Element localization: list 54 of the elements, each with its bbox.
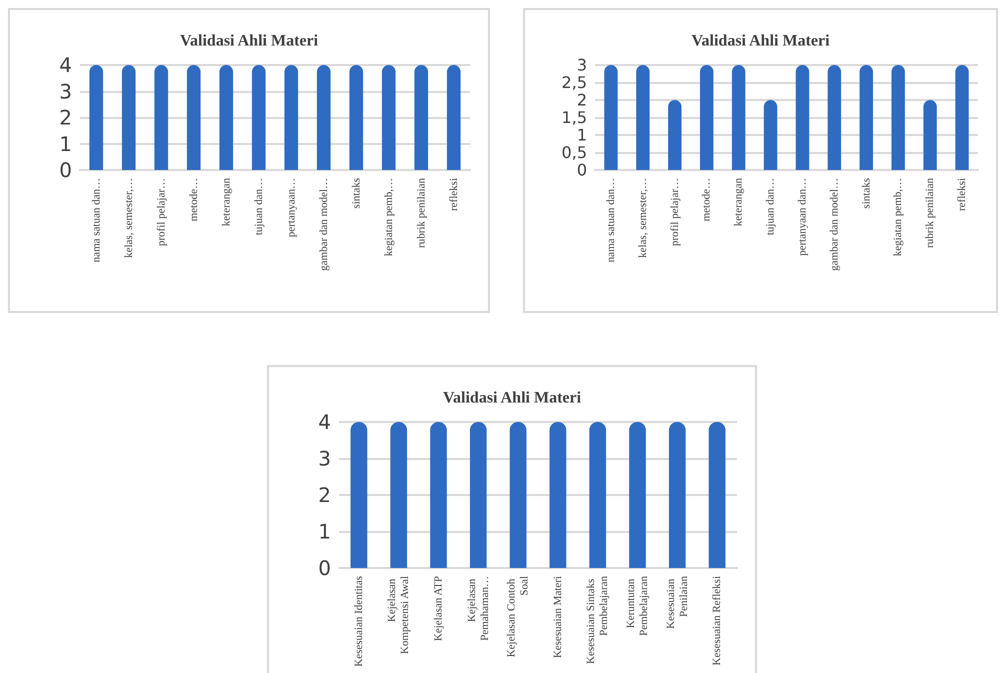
chart-title: Validasi Ahli Materi	[180, 32, 319, 50]
x-tick-label: Kesesuaian Sintaks Pembelajaran	[585, 576, 610, 664]
x-tick-label: profil pelajar…	[155, 178, 168, 246]
x-tick-label: keterangan	[220, 178, 232, 226]
x-tick-label: Kesesuaian Penilaian	[664, 576, 690, 629]
x-tick-label: kelas, semester,…	[636, 178, 649, 258]
x-tick-label: profil pelajar…	[668, 178, 681, 246]
y-tick-label: 3	[576, 56, 587, 74]
y-tick-label: 1	[576, 126, 587, 144]
y-tick-label: 3	[59, 79, 72, 104]
x-tick-label: rubrik penilaian	[924, 178, 936, 248]
x-tick-label: Kesesuaian Refleksi	[711, 576, 724, 666]
y-tick-label: 1	[59, 132, 72, 156]
y-tick-label: 0	[59, 158, 72, 182]
x-tick-label: Keruntutan Pembelajaran	[625, 576, 650, 636]
x-tick-label: Kejelasan ATP	[432, 576, 444, 642]
y-tick-label: 3	[318, 446, 331, 470]
y-tick-label: 2,5	[562, 73, 587, 92]
x-tick-label: rubrik penilaian	[415, 178, 428, 248]
y-tick-label: 2	[576, 90, 587, 110]
x-tick-label: sintaks	[350, 178, 362, 209]
x-tick-label: gambar dan model…	[318, 178, 330, 271]
x-tick-label: gambar dan model…	[828, 178, 840, 271]
y-tick-label: 0,5	[562, 143, 587, 162]
y-tick-label: 4	[59, 53, 72, 77]
x-tick-label: Kejelasan Contoh Soal	[506, 576, 531, 658]
x-tick-label: tujuan dan…	[764, 178, 777, 236]
x-tick-label: Kejelasan Kompetensi Awal	[386, 576, 412, 654]
x-tick-label: Kesesuaian Materi	[552, 576, 564, 658]
chart-title: Validasi Ahli Materi	[691, 32, 830, 50]
y-tick-label: 2	[59, 106, 72, 130]
y-tick-label: 0	[318, 556, 331, 580]
x-tick-label: nama satuan dan…	[90, 178, 102, 262]
x-tick-label: sintaks	[860, 178, 872, 209]
y-tick-label: 4	[318, 410, 331, 434]
x-tick-label: refleksi	[448, 178, 460, 211]
x-tick-label: metode…	[700, 178, 713, 222]
x-tick-label: pertanyaan dan…	[796, 178, 808, 256]
y-tick-label: 0	[576, 160, 587, 180]
y-tick-label: 1,5	[562, 108, 587, 127]
x-tick-label: nama satuan dan…	[604, 178, 617, 262]
x-tick-label: refleksi	[956, 178, 968, 211]
x-tick-label: Kesesuaian Identitas	[352, 576, 365, 667]
x-tick-label: metode…	[188, 178, 200, 222]
x-tick-label: pertanyaan…	[285, 178, 298, 238]
x-tick-label: Kejelasan Pemahaman…	[466, 576, 491, 641]
y-tick-label: 2	[318, 483, 331, 507]
x-tick-label: kelas, semester,…	[122, 178, 135, 258]
x-tick-label: kegiatan pemb,…	[382, 178, 395, 256]
x-tick-label: keterangan	[732, 178, 745, 226]
x-tick-label: tujuan dan…	[252, 178, 265, 236]
y-tick-label: 1	[318, 520, 331, 544]
chart-title: Validasi Ahli Materi	[442, 390, 582, 406]
x-tick-label: kegiatan pemb,…	[892, 178, 904, 256]
